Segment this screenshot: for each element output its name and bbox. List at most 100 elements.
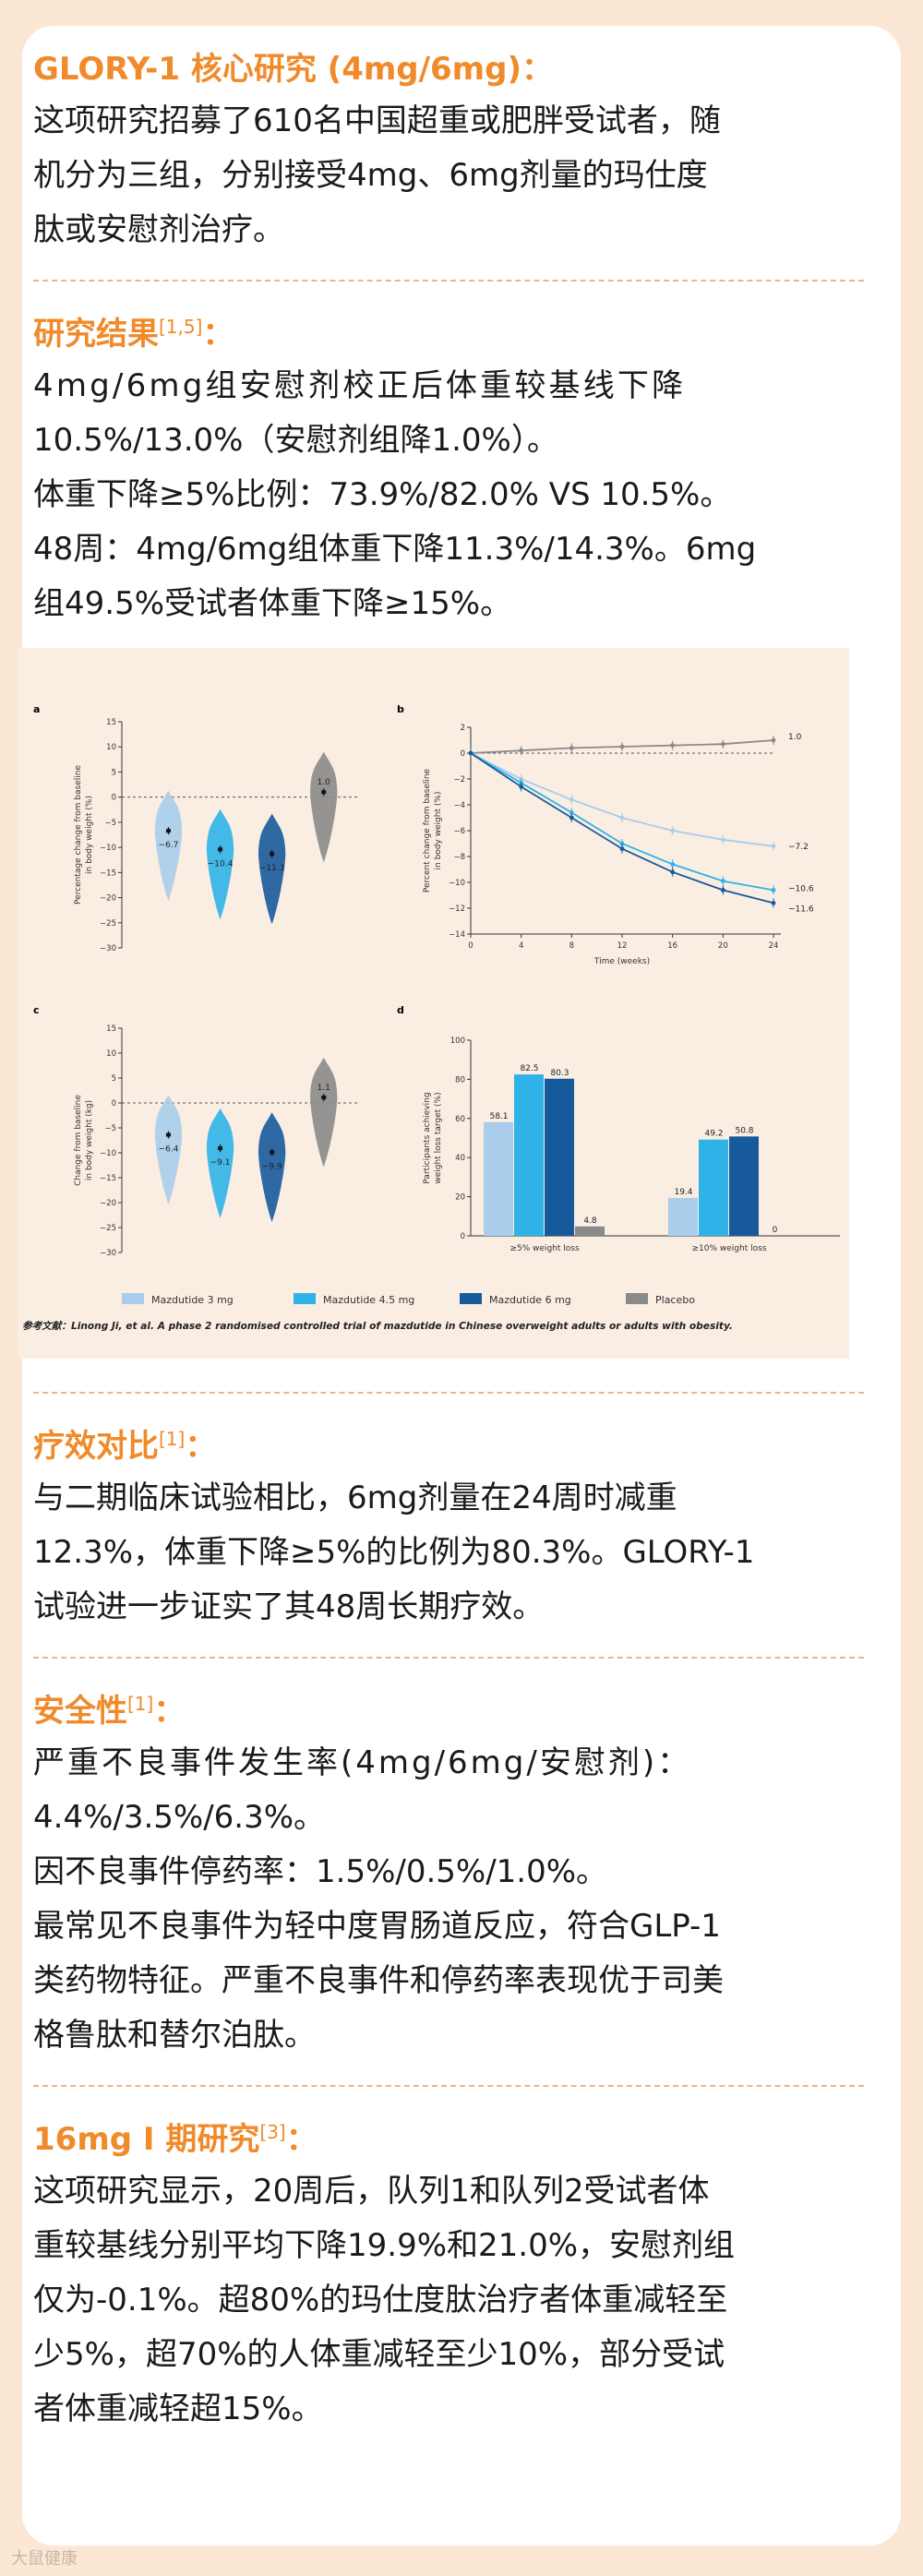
data-label: −9.1 bbox=[210, 1158, 231, 1168]
data-point bbox=[619, 815, 625, 821]
mean-marker bbox=[218, 1146, 223, 1151]
series-line bbox=[470, 752, 774, 847]
dashed-divider bbox=[33, 2085, 864, 2087]
panel-c-violin: 15 10 5 0 −5 −10 −15 −20 −25 −30 Change from basel… bbox=[74, 1024, 360, 1258]
y-tick-label: −5 bbox=[104, 1124, 116, 1133]
violin-shape bbox=[206, 809, 234, 920]
bar bbox=[729, 1136, 759, 1236]
citation-sup: [1] bbox=[127, 1693, 154, 1715]
legend-swatch-4-5mg bbox=[294, 1293, 316, 1304]
mean-marker bbox=[270, 1150, 275, 1155]
figure-svg: a b c d 151050−5−10−15−20−25−30Percentag… bbox=[22, 703, 840, 1332]
y-tick-label: −30 bbox=[100, 1249, 116, 1258]
data-point bbox=[771, 844, 776, 849]
data-point bbox=[670, 862, 676, 867]
paragraph-line: 10.5%/13.0%（安慰剂组降1.0%）。 bbox=[33, 422, 558, 459]
y-tick-label: 0 bbox=[112, 1099, 116, 1108]
data-point bbox=[619, 846, 625, 851]
paragraph-line: 格鲁肽和替尔泊肽。 bbox=[33, 2017, 316, 2054]
paragraph-line: 因不良事件停药率：1.5%/0.5%/1.0%。 bbox=[33, 1853, 608, 1890]
data-point bbox=[720, 888, 725, 893]
legend-label-placebo: Placebo bbox=[655, 1294, 695, 1306]
paragraph-line: 严重不良事件发生率(4mg/6mg/安慰剂)： bbox=[33, 1744, 692, 1781]
y-tick-label: −20 bbox=[100, 894, 116, 904]
y-tick-label: 40 bbox=[455, 1154, 465, 1163]
y-tick-label: −25 bbox=[100, 1224, 116, 1233]
bar-value-label: 19.4 bbox=[674, 1188, 692, 1197]
violin-shape bbox=[310, 1057, 338, 1168]
x-tick-label: 16 bbox=[667, 941, 677, 951]
y-tick-label: −10 bbox=[100, 844, 116, 853]
y-axis-label: Percent change from baseline in body weig… bbox=[423, 768, 443, 893]
violin-shape bbox=[258, 813, 286, 925]
dashed-divider bbox=[33, 1392, 864, 1394]
mean-marker bbox=[270, 852, 275, 857]
figure-reference: 参考文献：Linong Ji, et al. A phase 2 randomi… bbox=[22, 1320, 733, 1332]
data-point bbox=[720, 837, 725, 843]
mean-marker bbox=[218, 847, 223, 852]
bar bbox=[484, 1121, 513, 1236]
y-tick-label: −20 bbox=[100, 1199, 116, 1208]
y-tick-label: 100 bbox=[450, 1036, 465, 1046]
data-point bbox=[519, 748, 524, 753]
data-point bbox=[720, 879, 725, 883]
section-title-results: 研究结果[1,5]： bbox=[33, 316, 234, 353]
data-label: 1.0 bbox=[318, 778, 331, 787]
panel-label-a: a bbox=[33, 703, 40, 715]
x-axis-label: Time (weeks) bbox=[593, 957, 650, 966]
paragraph-line: 重较基线分别平均下降19.9%和21.0%，安慰剂组 bbox=[33, 2227, 736, 2264]
paragraph-line: 试验进一步证实了其48周长期疗效。 bbox=[33, 1588, 545, 1625]
panel-label-d: d bbox=[397, 1004, 404, 1016]
end-label: −10.6 bbox=[788, 884, 814, 893]
bar bbox=[575, 1226, 605, 1236]
y-tick-label: −10 bbox=[449, 879, 465, 888]
data-point bbox=[519, 785, 524, 789]
legend-swatch-6mg bbox=[460, 1293, 482, 1304]
section-title-16mg: 16mg Ⅰ 期研究[3]： bbox=[33, 2121, 318, 2158]
end-label: 1.0 bbox=[788, 733, 802, 742]
y-tick-label: −12 bbox=[449, 905, 465, 914]
end-label: −11.6 bbox=[788, 905, 814, 914]
y-axis-label-line: in body weight (kg) bbox=[85, 1100, 94, 1180]
y-axis-label: Participants achieving weight loss target… bbox=[423, 1092, 443, 1183]
data-point bbox=[619, 841, 625, 846]
y-tick-label: −6 bbox=[453, 827, 465, 836]
x-tick-label: 20 bbox=[718, 941, 728, 951]
paragraph-line: 4mg/6mg组安慰剂校正后体重较基线下降 bbox=[33, 367, 687, 404]
y-tick-label: 0 bbox=[461, 1232, 465, 1241]
x-tick-label: 0 bbox=[468, 941, 473, 951]
legend-swatch-placebo bbox=[626, 1293, 648, 1304]
paragraph-line: 12.3%，体重下降≥5%的比例为80.3%。GLORY-1 bbox=[33, 1534, 755, 1571]
panel-d-bar: 0 20 40 60 80 100 Participants achieving weight… bbox=[423, 1036, 840, 1253]
legend-label-4-5mg: Mazdutide 4.5 mg bbox=[323, 1294, 414, 1306]
y-axis-label-line: Percentage change from baseline bbox=[74, 765, 83, 905]
violin-shape bbox=[258, 1112, 286, 1223]
y-tick-label: 0 bbox=[461, 749, 465, 759]
section-title-safety: 安全性[1]： bbox=[33, 1693, 186, 1730]
y-tick-label: −4 bbox=[453, 801, 465, 810]
paragraph-line: 类药物特征。严重不良事件和停药率表现优于司美 bbox=[33, 1962, 724, 1999]
legend-label-6mg: Mazdutide 6 mg bbox=[489, 1294, 571, 1306]
violin-shape bbox=[154, 1095, 183, 1205]
panel-a-violin: 15 10 5 0 −5 −10 −15 −20 −25 −30 Percentage change… bbox=[74, 718, 360, 953]
y-tick-label: −5 bbox=[104, 819, 116, 828]
citation-sup: [1] bbox=[159, 1428, 186, 1450]
paragraph-line: 4.4%/3.5%/6.3%。 bbox=[33, 1799, 326, 1836]
bar bbox=[545, 1078, 574, 1236]
bar-value-label: 58.1 bbox=[489, 1112, 508, 1121]
y-axis-label-line: Participants achieving bbox=[423, 1092, 432, 1183]
x-tick-label: 12 bbox=[617, 941, 628, 951]
data-point bbox=[670, 743, 676, 748]
data-point bbox=[670, 869, 676, 875]
bar bbox=[668, 1197, 698, 1236]
y-axis-label: Change from baseline in body weight (kg) bbox=[74, 1095, 94, 1186]
x-category-label: ≥5% weight loss bbox=[509, 1244, 580, 1253]
bar-value-label: 50.8 bbox=[735, 1126, 753, 1135]
legend-swatch-3mg bbox=[122, 1293, 144, 1304]
x-tick-label: 4 bbox=[519, 941, 523, 951]
mean-marker bbox=[165, 829, 171, 833]
y-tick-label: −10 bbox=[100, 1149, 116, 1158]
bar-value-label: 4.8 bbox=[583, 1216, 597, 1226]
data-point bbox=[569, 746, 574, 750]
data-point bbox=[569, 797, 574, 802]
